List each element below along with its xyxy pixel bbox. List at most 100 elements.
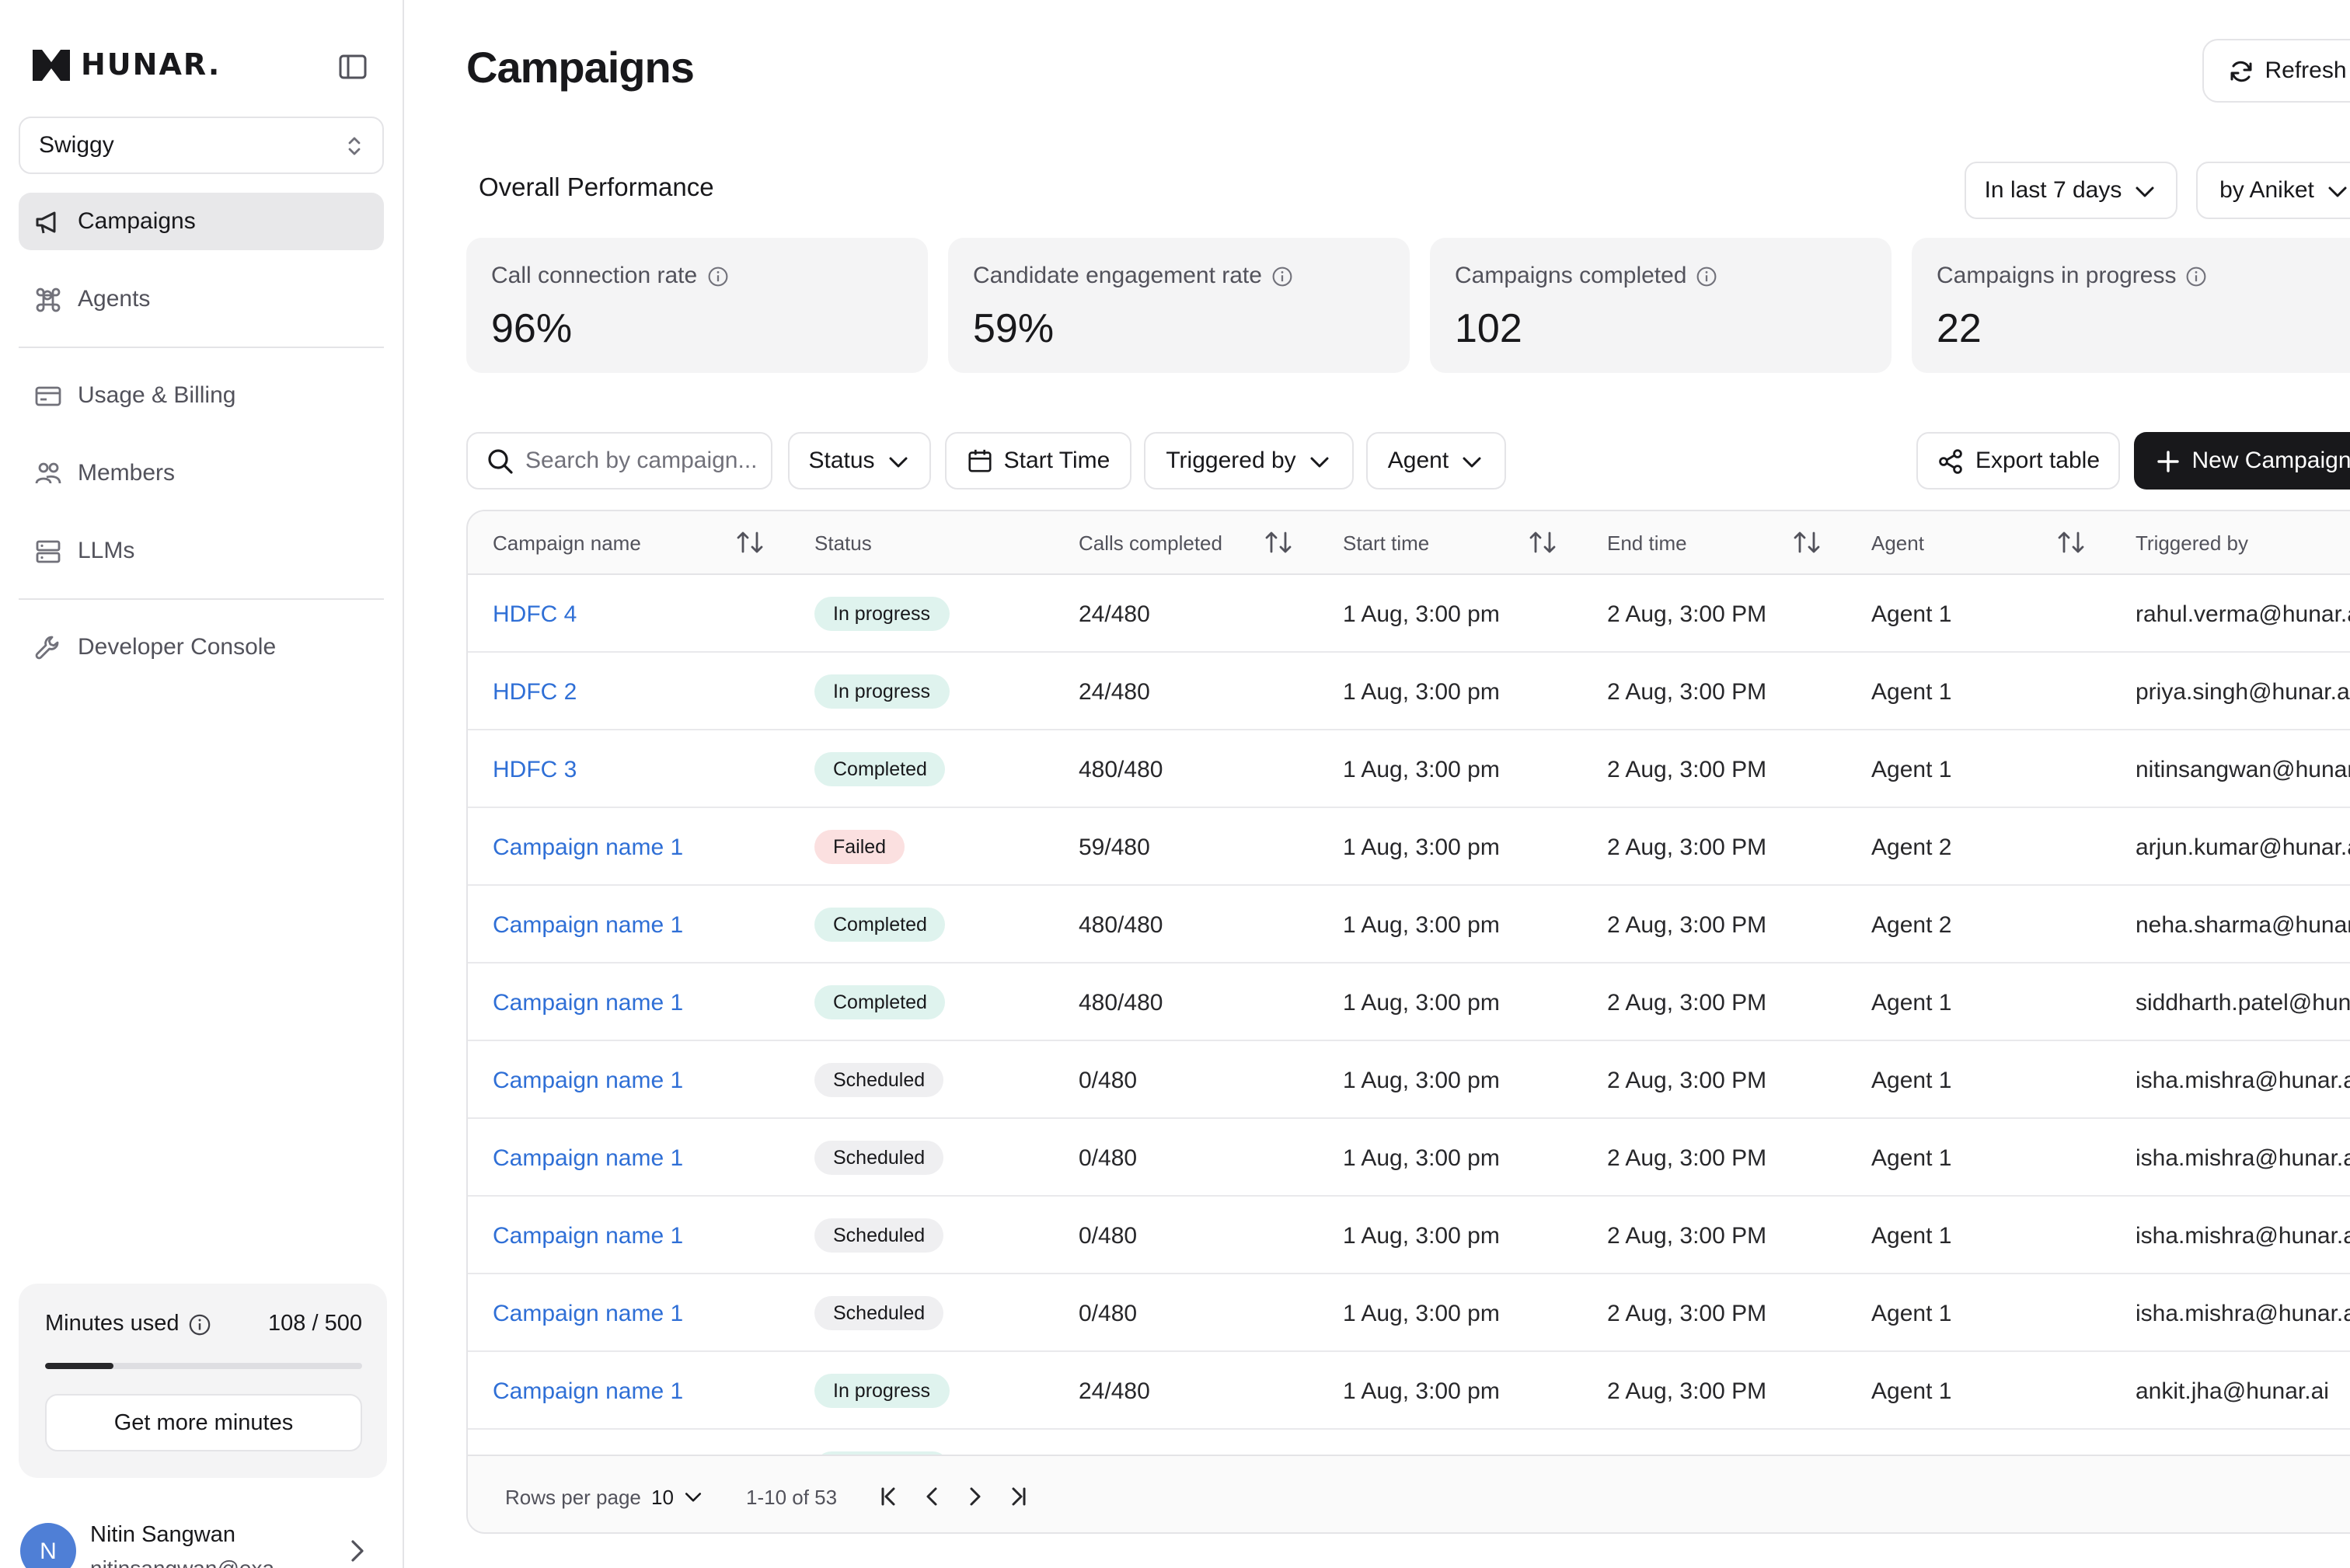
cell-campaign-name[interactable]: HDFC 4 [493,601,577,627]
user-email: nitinsangwan@exa... [90,1556,293,1568]
status-badge: In progress [814,597,950,631]
table-row[interactable]: HDFC 3 Completed 480/480 1 Aug, 3:00 pm 2 Au… [468,730,2350,808]
refresh-button[interactable]: Refresh [2202,39,2350,103]
next-page-button[interactable] [959,1481,990,1512]
sidebar-item-members[interactable]: Members [19,444,384,502]
rows-per-page-select[interactable]: 10 [651,1456,705,1532]
info-icon[interactable] [1696,265,1718,287]
cell-campaign-name[interactable]: Campaign name 1 [493,1378,684,1404]
info-icon[interactable] [189,1312,212,1336]
cell-triggered-by: arjun.kumar@hunar.ai [2136,834,2350,860]
table-row[interactable]: Campaign name 1 Scheduled 0/480 1 Aug, 3:00… [468,1274,2350,1352]
info-icon[interactable] [2186,265,2208,287]
stat-value: 59% [973,305,1055,351]
cell-campaign-name[interactable] [493,1430,804,1455]
sidebar-item-label: Members [78,460,176,486]
get-more-minutes-button[interactable]: Get more minutes [45,1394,362,1451]
table-row[interactable]: Campaign name 1 Scheduled 0/480 1 Aug, 3:00… [468,1041,2350,1119]
column-header-start-time[interactable]: Start time [1343,531,1430,555]
cell-start-time: 1 Aug, 3:00 pm [1343,1222,1500,1249]
cell-end-time: 2 Aug, 3:00 PM [1607,989,1767,1016]
info-icon[interactable] [706,265,728,287]
sidebar-item-label: Agents [78,286,151,312]
cell-end-time: 2 Aug, 3:00 PM [1607,834,1767,860]
date-range-label: In last 7 days [1984,177,2122,204]
agent-filter-label: Agent [1387,448,1449,474]
chevron-down-icon [685,1493,702,1502]
info-icon[interactable] [1271,265,1293,287]
column-header-end-time[interactable]: End time [1607,531,1687,555]
sidebar-item-label: Usage & Billing [78,382,236,409]
minutes-usage-row: Minutes used 108 / 500 [45,1312,362,1336]
agent-filter[interactable]: Agent [1366,432,1506,490]
cell-campaign-name[interactable]: Campaign name 1 [493,989,684,1016]
table-row[interactable]: Campaign name 1 Failed 59/480 1 Aug, 3:00 p… [468,808,2350,886]
cell-campaign-name[interactable]: HDFC 2 [493,678,577,705]
last-page-button[interactable] [1002,1481,1034,1512]
hunar-logo-icon [33,50,70,81]
cell-campaign-name[interactable]: Campaign name 1 [493,834,684,860]
status-filter[interactable]: Status [788,432,931,490]
table-row[interactable]: HDFC 4 In progress 24/480 1 Aug, 3:00 pm 2 A… [468,575,2350,653]
table-header: Campaign name Status Calls completed Start … [468,511,2350,575]
column-header-triggered-by[interactable]: Triggered by [2136,531,2248,555]
table-row[interactable]: Campaign name 1 Scheduled 0/480 1 Aug, 3:00… [468,1119,2350,1197]
cell-start-time: 1 Aug, 3:00 pm [1343,1300,1500,1326]
new-campaign-button[interactable]: New Campaign [2134,432,2350,490]
start-time-filter[interactable]: Start Time [945,432,1131,490]
export-table-button[interactable]: Export table [1916,432,2120,490]
organization-name: Swiggy [39,132,114,159]
sidebar-item-usage-billing[interactable]: Usage & Billing [19,367,384,424]
column-header-status[interactable]: Status [814,531,872,555]
first-page-button[interactable] [873,1481,905,1512]
sidebar-item-agents[interactable]: Agents [19,270,384,328]
column-header-campaign-name[interactable]: Campaign name [493,531,641,555]
triggered-by-filter[interactable]: Triggered by [1144,432,1354,490]
server-icon [36,539,61,563]
date-range-filter[interactable]: In last 7 days [1965,162,2177,219]
sort-arrows-icon[interactable] [1264,530,1295,555]
cell-campaign-name[interactable]: Campaign name 1 [493,1145,684,1171]
sort-arrows-icon[interactable] [1792,530,1823,555]
cell-triggered-by: nitinsangwan@hunar.ai [2136,756,2350,782]
sort-arrows-icon[interactable] [2056,530,2087,555]
export-table-label: Export table [1975,448,2101,474]
sidebar-item-campaigns[interactable]: Campaigns [19,193,384,250]
cell-status: In progress [814,575,1063,653]
sidebar-toggle-icon[interactable] [337,51,368,82]
cell-end-time: 2 Aug, 3:00 PM [1607,1067,1767,1093]
previous-page-button[interactable] [917,1481,948,1512]
cell-campaign-name[interactable]: HDFC 3 [493,756,577,782]
megaphone-icon [36,211,56,233]
column-header-calls-completed[interactable]: Calls completed [1079,531,1222,555]
table-row[interactable]: Campaign name 1 Completed 480/480 1 Aug, 3:… [468,963,2350,1041]
status-badge: In progress [814,1451,950,1455]
brand-logo[interactable]: HUNAR. [31,48,221,82]
cell-campaign-name[interactable]: Campaign name 1 [493,1067,684,1093]
cell-triggered-by: priya.singh@hunar.ai [2136,678,2350,705]
refresh-label: Refresh [2265,57,2347,84]
sidebar-item-llms[interactable]: LLMs [19,522,384,580]
table-row[interactable]: HDFC 2 In progress 24/480 1 Aug, 3:00 pm 2 A… [468,653,2350,730]
owner-filter[interactable]: by Aniket [2196,162,2350,219]
cell-agent: Agent 2 [1871,911,1952,938]
sidebar-item-developer-console[interactable]: Developer Console [19,618,384,676]
chevron-right-icon [970,1487,981,1506]
table-row[interactable]: Campaign name 1 Completed 480/480 1 Aug, 3:… [468,886,2350,963]
cell-campaign-name[interactable]: Campaign name 1 [493,911,684,938]
table-row[interactable]: In progress [468,1430,2350,1455]
organization-select[interactable]: Swiggy [19,117,384,174]
search-input[interactable] [525,448,758,474]
table-pagination: Rows per page 10 1-10 of 53 [468,1455,2350,1532]
column-header-agent[interactable]: Agent [1871,531,1924,555]
cell-campaign-name[interactable]: Campaign name 1 [493,1222,684,1249]
table-row[interactable]: Campaign name 1 In progress 24/480 1 Aug, 3… [468,1352,2350,1430]
cell-campaign-name[interactable]: Campaign name 1 [493,1300,684,1326]
table-row[interactable]: Campaign name 1 Scheduled 0/480 1 Aug, 3:00… [468,1197,2350,1274]
sort-arrows-icon[interactable] [735,530,766,555]
user-profile-menu[interactable]: N Nitin Sangwan nitinsangwan@exa... [20,1523,378,1568]
minutes-used-label: Minutes used [45,1312,180,1336]
sort-arrows-icon[interactable] [1528,530,1559,555]
chevron-down-icon [2328,186,2347,197]
